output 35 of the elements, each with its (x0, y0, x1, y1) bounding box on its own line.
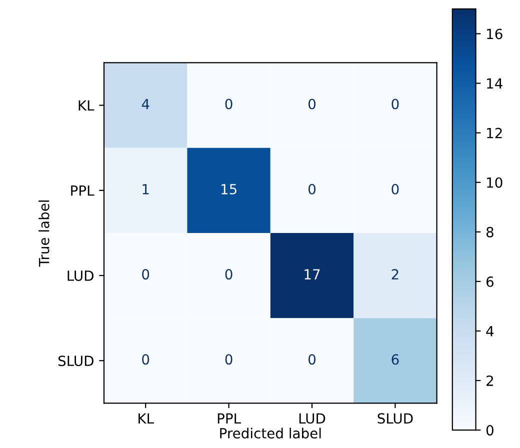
x-tick-label: LUD (299, 413, 326, 424)
data-label: 17 (304, 269, 320, 280)
y-axis-title: True label (38, 200, 50, 267)
data-label: 2 (392, 269, 398, 280)
data-label: 1 (142, 184, 149, 194)
x-tick-label: PPL (218, 413, 241, 424)
data-label: 0 (392, 184, 399, 194)
color-bar-label: 0 (486, 425, 494, 436)
color-bar-label: 12 (487, 128, 502, 138)
data-label: 6 (392, 354, 399, 365)
x-tick-label: KL (138, 413, 154, 424)
color-bar-label: 14 (487, 78, 502, 89)
data-label: 0 (308, 354, 316, 365)
data-label: 0 (225, 269, 232, 280)
x-tick-label: SLUD (378, 413, 413, 424)
data-label: 0 (225, 98, 232, 110)
x-axis-title: Predicted label (220, 428, 321, 439)
color-bar-label: 16 (487, 28, 502, 40)
color-bar-label: 6 (486, 276, 494, 287)
y-tick-label: LUD (68, 270, 94, 281)
data-label: 0 (225, 354, 232, 365)
data-label: 0 (308, 98, 316, 110)
y-tick-label: SLUD (58, 356, 94, 366)
color-bar-label: 4 (486, 326, 494, 336)
color-bar-label: 2 (486, 376, 493, 386)
data-label: 0 (142, 354, 150, 365)
data-label: 0 (308, 184, 316, 194)
data-label: 4 (142, 98, 150, 110)
y-tick-label: PPL (71, 186, 94, 196)
data-label: 0 (142, 269, 150, 280)
color-bar-label: 8 (486, 226, 494, 238)
y-tick-label: KL (78, 100, 94, 111)
color-bar-label: 10 (487, 177, 502, 188)
data-label: 15 (221, 184, 236, 194)
data-label: 0 (392, 98, 399, 110)
